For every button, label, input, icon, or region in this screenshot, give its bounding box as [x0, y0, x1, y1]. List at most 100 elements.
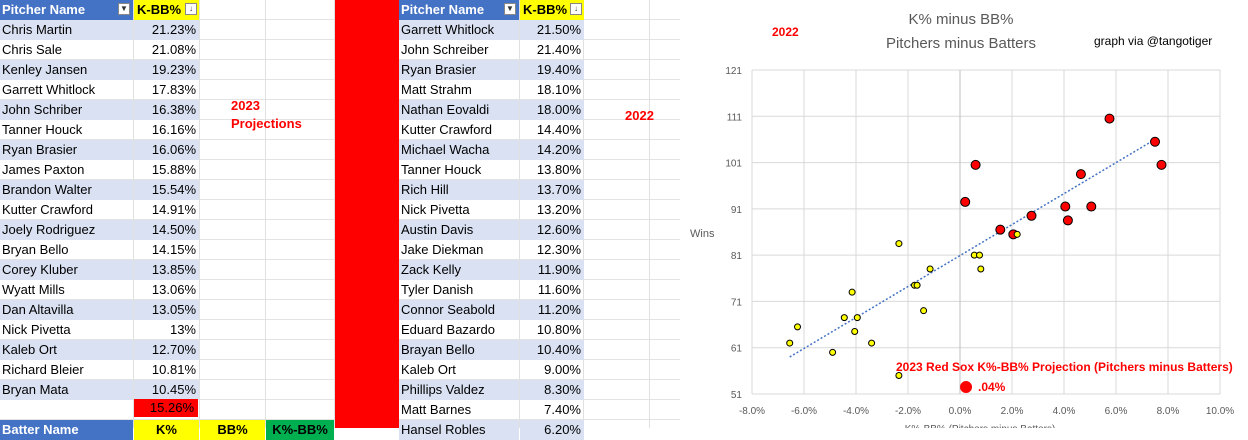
- kbb-value-cell[interactable]: 13.70%: [520, 180, 584, 200]
- pitcher-name-cell[interactable]: Richard Bleier: [2, 362, 84, 377]
- kbb-value-cell[interactable]: 8.30%: [520, 380, 584, 400]
- kbb-value-cell[interactable]: 10.40%: [520, 340, 584, 360]
- kbb-value-cell[interactable]: 19.40%: [520, 60, 584, 80]
- filter-dropdown-icon[interactable]: ▼: [118, 3, 130, 15]
- pitcher-name-header[interactable]: Pitcher Name: [399, 0, 519, 20]
- pitcher-name-cell[interactable]: James Paxton: [2, 162, 85, 177]
- kbb-value-cell[interactable]: 21.08%: [151, 42, 196, 57]
- pitcher-name-cell[interactable]: Matt Barnes: [401, 402, 472, 417]
- pitcher-name-cell[interactable]: Garrett Whitlock: [399, 20, 519, 40]
- kbb-value-cell[interactable]: 10.80%: [536, 322, 581, 337]
- kbb-value-cell[interactable]: 13%: [169, 322, 196, 337]
- kbb-value-cell[interactable]: 12.70%: [134, 340, 199, 360]
- pitcher-name-cell[interactable]: Nathan Eovaldi: [399, 100, 519, 120]
- pitcher-name-cell[interactable]: Kutter Crawford: [2, 202, 94, 217]
- pitcher-name-cell[interactable]: Brandon Walter: [0, 180, 133, 200]
- kbb-value-cell[interactable]: 7.40%: [544, 402, 581, 417]
- pitcher-name-cell[interactable]: Bryan Bello: [2, 242, 69, 257]
- kbb-value-cell[interactable]: 12.30%: [536, 242, 581, 257]
- pitcher-name-cell[interactable]: Bryan Mata: [0, 380, 133, 400]
- kbb-value-cell[interactable]: 15.88%: [151, 162, 196, 177]
- kbb-value-cell[interactable]: 12.60%: [520, 220, 584, 240]
- table-row: Wyatt Mills 13.06%: [0, 280, 199, 300]
- pitcher-name-cell[interactable]: Joely Rodriguez: [0, 220, 133, 240]
- pitcher-name-cell[interactable]: Rich Hill: [399, 180, 519, 200]
- filter-dropdown-icon[interactable]: ▼: [504, 3, 516, 15]
- pitcher-name-cell[interactable]: Nick Pivetta: [2, 322, 71, 337]
- kbb-value-cell[interactable]: 14.50%: [134, 220, 199, 240]
- batter-k-header[interactable]: K%: [134, 420, 199, 440]
- pitcher-name-cell[interactable]: Zack Kelly: [399, 260, 519, 280]
- kbb-value-cell[interactable]: 10.81%: [151, 362, 196, 377]
- pitcher-name-cell[interactable]: Kaleb Ort: [0, 340, 133, 360]
- pitcher-name-cell[interactable]: Nick Pivetta: [401, 202, 470, 217]
- kbb-value-cell[interactable]: 16.06%: [134, 140, 199, 160]
- kbb-value-cell[interactable]: 13.20%: [536, 202, 581, 217]
- kbb-value-cell[interactable]: 10.45%: [134, 380, 199, 400]
- yellow-data-point: [920, 307, 928, 315]
- batter-name-header[interactable]: Batter Name: [0, 420, 133, 440]
- pitcher-name-cell[interactable]: Connor Seabold: [399, 300, 519, 320]
- kbb-value-cell[interactable]: 18.00%: [520, 100, 584, 120]
- pitcher-name-cell[interactable]: Dan Altavilla: [0, 300, 133, 320]
- kbb-value-cell[interactable]: 21.23%: [134, 20, 199, 40]
- kbb-value-cell[interactable]: 11.20%: [520, 300, 584, 320]
- pitcher-name-cell[interactable]: Tanner Houck: [401, 162, 482, 177]
- pitcher-name-cell[interactable]: Kenley Jansen: [0, 60, 133, 80]
- kbb-value-cell[interactable]: 13.06%: [151, 282, 196, 297]
- pitcher-name-cell[interactable]: Chris Sale: [2, 42, 62, 57]
- pitcher-name-cell[interactable]: Brayan Bello: [399, 340, 519, 360]
- pitcher-name-cell[interactable]: Jake Diekman: [401, 242, 484, 257]
- pitcher-name-cell[interactable]: Ryan Brasier: [0, 140, 133, 160]
- sort-filter-icon[interactable]: ↓: [185, 3, 197, 15]
- kbb-value-cell[interactable]: 15.54%: [134, 180, 199, 200]
- pitcher-name-cell[interactable]: Tyler Danish: [401, 282, 474, 297]
- pitcher-name-cell[interactable]: Kaleb Ort: [401, 362, 456, 377]
- average-kbb-cell[interactable]: 15.26%: [134, 399, 198, 417]
- pitcher-name-cell[interactable]: Chris Martin: [0, 20, 133, 40]
- kbb-value-cell[interactable]: 16.16%: [151, 122, 196, 137]
- x-tick-label: -4.0%: [843, 406, 869, 417]
- scatter-chart[interactable]: 51 61 71 81 91 101 111 121 -8.0% -6.0% -4.0% -2.0% 0…: [680, 0, 1248, 435]
- kbb-value-cell[interactable]: 11.60%: [537, 282, 581, 297]
- kbb-value-cell[interactable]: 13.80%: [536, 162, 581, 177]
- pitcher-name-cell[interactable]: Tanner Houck: [2, 122, 83, 137]
- batter-kbb-header[interactable]: K%-BB%: [266, 420, 334, 440]
- kbb-value-cell[interactable]: 21.50%: [520, 20, 584, 40]
- pitcher-name-header[interactable]: Pitcher Name: [0, 0, 133, 20]
- kbb-value-cell[interactable]: 14.40%: [536, 122, 581, 137]
- kbb-value-cell[interactable]: 13.05%: [134, 300, 199, 320]
- pitcher-name-cell[interactable]: Hansel Robles: [399, 420, 519, 440]
- pitcher-name-cell[interactable]: Kutter Crawford: [401, 122, 493, 137]
- pitcher-name-cell[interactable]: Wyatt Mills: [2, 282, 65, 297]
- pitcher-name-cell[interactable]: Corey Kluber: [0, 260, 133, 280]
- table-row: Zack Kelly 11.90%: [399, 260, 584, 280]
- pitcher-name-cell[interactable]: Austin Davis: [399, 220, 519, 240]
- x-tick-label: 2.0%: [1001, 406, 1024, 417]
- kbb-value-cell[interactable]: 14.20%: [520, 140, 584, 160]
- kbb-value-cell[interactable]: 21.40%: [536, 42, 581, 57]
- kbb-value-cell[interactable]: 11.90%: [520, 260, 584, 280]
- kbb-value-cell[interactable]: 19.23%: [134, 60, 199, 80]
- sort-filter-icon[interactable]: ↓: [570, 3, 582, 15]
- pitcher-name-cell[interactable]: Phillips Valdez: [399, 380, 519, 400]
- pitcher-name-cell[interactable]: Matt Strahm: [401, 82, 472, 97]
- kbb-value-cell[interactable]: 16.38%: [134, 100, 199, 120]
- kbb-value-cell[interactable]: 14.15%: [151, 242, 196, 257]
- kbb-value-cell[interactable]: 13.85%: [134, 260, 199, 280]
- projection-label: 2023 Red Sox K%-BB% Projection (Pitchers…: [896, 360, 1233, 374]
- pitcher-name-cell[interactable]: Michael Wacha: [399, 140, 519, 160]
- pitcher-name-cell[interactable]: Eduard Bazardo: [401, 322, 495, 337]
- pitcher-name-cell[interactable]: John Schriber: [0, 100, 133, 120]
- kbb-value-cell[interactable]: 14.91%: [151, 202, 196, 217]
- kbb-value-cell[interactable]: 18.10%: [536, 82, 581, 97]
- kbb-value-cell[interactable]: 17.83%: [151, 82, 196, 97]
- kbb-header[interactable]: K-BB%: [520, 0, 584, 20]
- pitcher-name-cell[interactable]: Ryan Brasier: [399, 60, 519, 80]
- kbb-header[interactable]: K-BB%: [134, 0, 199, 20]
- batter-bb-header[interactable]: BB%: [200, 420, 265, 440]
- kbb-value-cell[interactable]: 9.00%: [544, 362, 581, 377]
- pitcher-name-cell[interactable]: Garrett Whitlock: [2, 82, 96, 97]
- kbb-value-cell[interactable]: 6.20%: [520, 420, 584, 440]
- pitcher-name-cell[interactable]: John Schreiber: [401, 42, 489, 57]
